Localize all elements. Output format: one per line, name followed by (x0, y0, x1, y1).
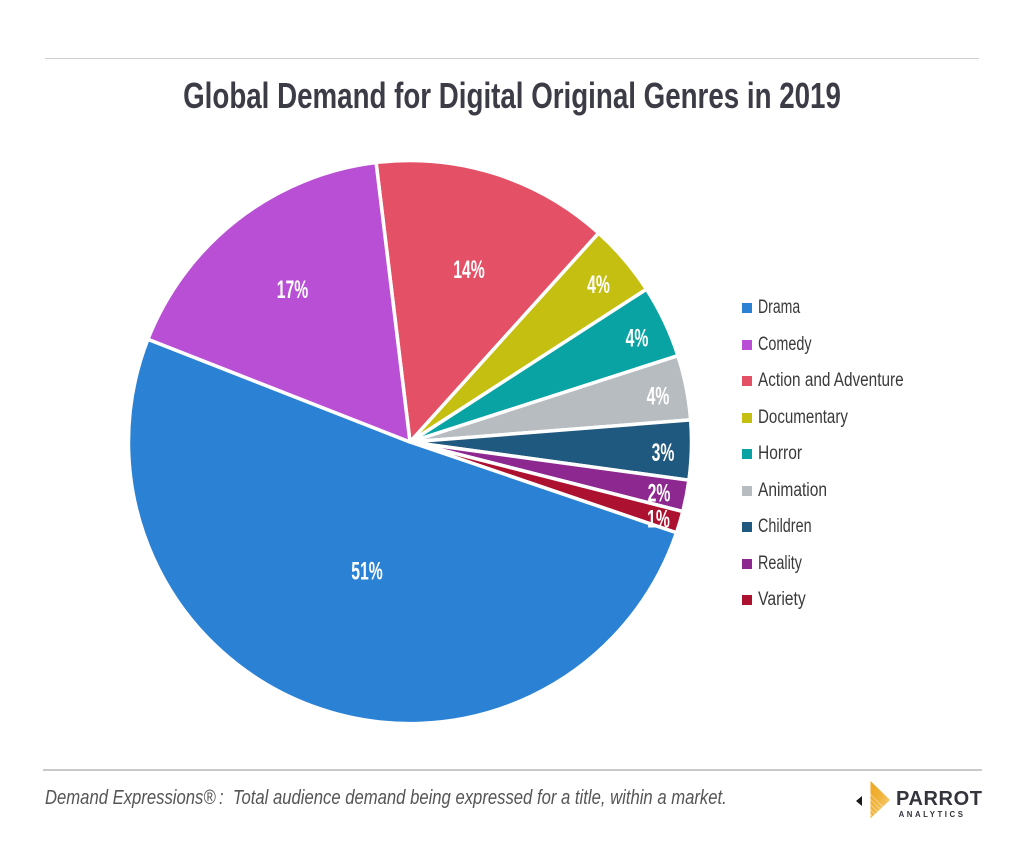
svg-text:4%: 4% (626, 325, 649, 353)
svg-text:1%: 1% (647, 506, 670, 534)
svg-text:3%: 3% (652, 439, 675, 467)
svg-text:4%: 4% (587, 271, 610, 299)
svg-text:51%: 51% (351, 558, 383, 586)
svg-text:17%: 17% (277, 276, 309, 304)
svg-text:4%: 4% (647, 383, 670, 411)
svg-text:14%: 14% (453, 256, 485, 284)
svg-text:PARROT: PARROT (896, 788, 983, 810)
svg-text:2%: 2% (648, 480, 671, 508)
svg-text:ANALYTICS: ANALYTICS (899, 810, 966, 819)
